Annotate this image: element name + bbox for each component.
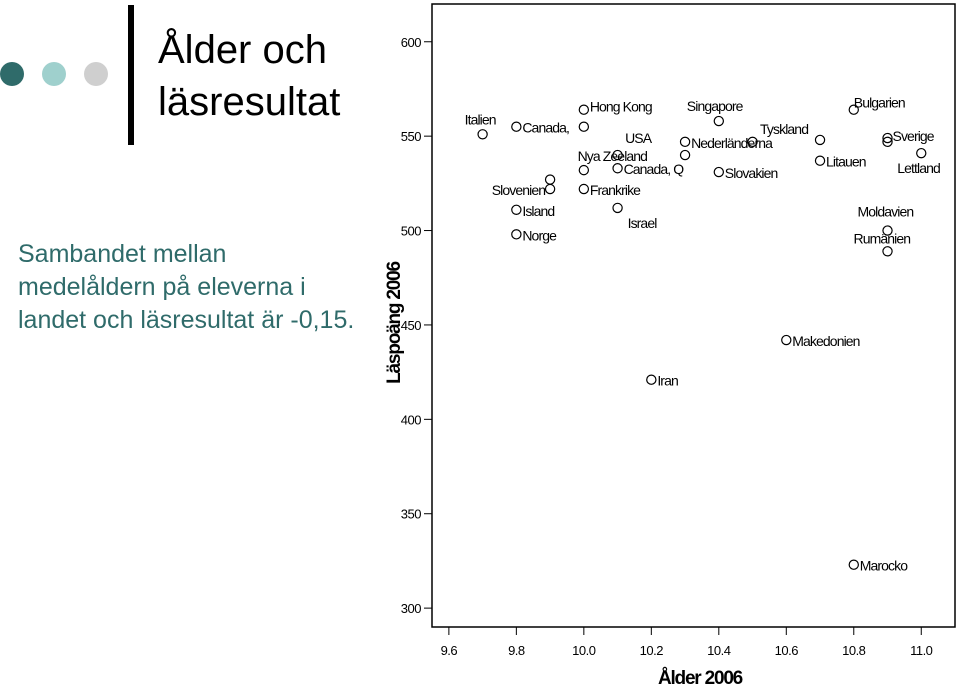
x-tick-label: 9.8 (508, 643, 525, 658)
x-axis-label: Ålder 2006 (658, 668, 743, 686)
x-tick-label: 10.2 (640, 643, 664, 658)
data-point (679, 136, 691, 148)
data-point (781, 334, 792, 346)
accent-dot-gray (84, 62, 108, 86)
accent-dot-teal (42, 62, 66, 86)
point-label: Nederländerna (691, 135, 773, 151)
x-tick-label: 10.0 (572, 643, 596, 658)
point-label: Italien (465, 111, 496, 127)
point-label: Marocko (860, 558, 908, 574)
data-point (511, 204, 522, 215)
data-point (916, 147, 927, 159)
point-label: Israel (628, 215, 658, 231)
data-point (477, 129, 488, 140)
data-point (578, 164, 590, 176)
data-point (814, 134, 826, 146)
data-point (814, 155, 826, 166)
data-point (882, 225, 893, 236)
slide-subtitle: Sambandet mellan medelåldern på eleverna… (18, 240, 355, 334)
y-tick-label: 450 (401, 318, 421, 333)
y-tick-label: 500 (401, 224, 421, 239)
data-point (511, 229, 522, 240)
y-axis-label: Läspoäng 2006 (384, 262, 405, 384)
point-label: Norge (522, 227, 557, 243)
data-point (511, 121, 522, 132)
point-label: Canada, Q (624, 161, 685, 177)
data-point (882, 136, 893, 148)
x-tick-label: 11.0 (910, 643, 933, 658)
data-point (713, 166, 725, 178)
data-point (612, 149, 623, 161)
data-point (578, 104, 590, 115)
data-point (612, 163, 623, 174)
point-label: Sverige (893, 128, 935, 144)
slide-title: Ålder och läsresultat (158, 28, 341, 124)
y-tick-label: 600 (401, 35, 421, 50)
data-point (646, 374, 657, 385)
point-label: Tyskland (760, 121, 808, 137)
x-tick-label: 10.4 (707, 643, 731, 658)
data-point (612, 202, 623, 214)
point-label: Bulgarien (854, 95, 905, 111)
point-label: Island (522, 203, 554, 219)
data-point (747, 136, 758, 148)
point-label: Lettland (897, 160, 940, 176)
data-point (882, 132, 893, 144)
point-label: Nya Zeeland (578, 148, 648, 164)
point-label: Hong Kong (590, 99, 652, 115)
point-label: Makedonien (792, 333, 859, 349)
data-point (679, 149, 691, 161)
y-tick-label: 300 (401, 601, 421, 616)
data-point (713, 115, 725, 127)
accent-dot-dark (0, 62, 24, 86)
x-tick-label: 9.6 (441, 643, 458, 658)
y-tick-label: 350 (401, 507, 421, 522)
point-label: Canada, (522, 120, 569, 136)
data-point (578, 183, 590, 195)
plot-frame (431, 3, 956, 628)
data-point (848, 559, 859, 570)
point-label: Singapore (687, 98, 744, 114)
x-tick-label: 10.8 (842, 643, 866, 658)
point-label: USA (625, 130, 653, 146)
point-label: Slovenien (492, 182, 546, 198)
point-label: Frankrike (590, 182, 641, 198)
data-point (882, 246, 893, 257)
point-label: Rumänien (854, 230, 911, 246)
point-label: Iran (657, 373, 678, 389)
scatter-chart: 300 350 400 450 500 550 600 9.6 9.8 10.0 10.2 10.4… (384, 3, 956, 686)
point-label: Moldavien (858, 204, 914, 220)
title-divider (128, 5, 134, 145)
data-point (544, 183, 556, 195)
y-tick-label: 550 (401, 129, 421, 144)
data-point (578, 121, 590, 132)
y-tick-label: 400 (401, 412, 421, 427)
point-label: Litauen (826, 154, 866, 170)
data-point (848, 104, 859, 115)
point-label: Slovakien (725, 165, 778, 181)
data-point (544, 174, 556, 185)
x-tick-label: 10.6 (775, 643, 799, 658)
